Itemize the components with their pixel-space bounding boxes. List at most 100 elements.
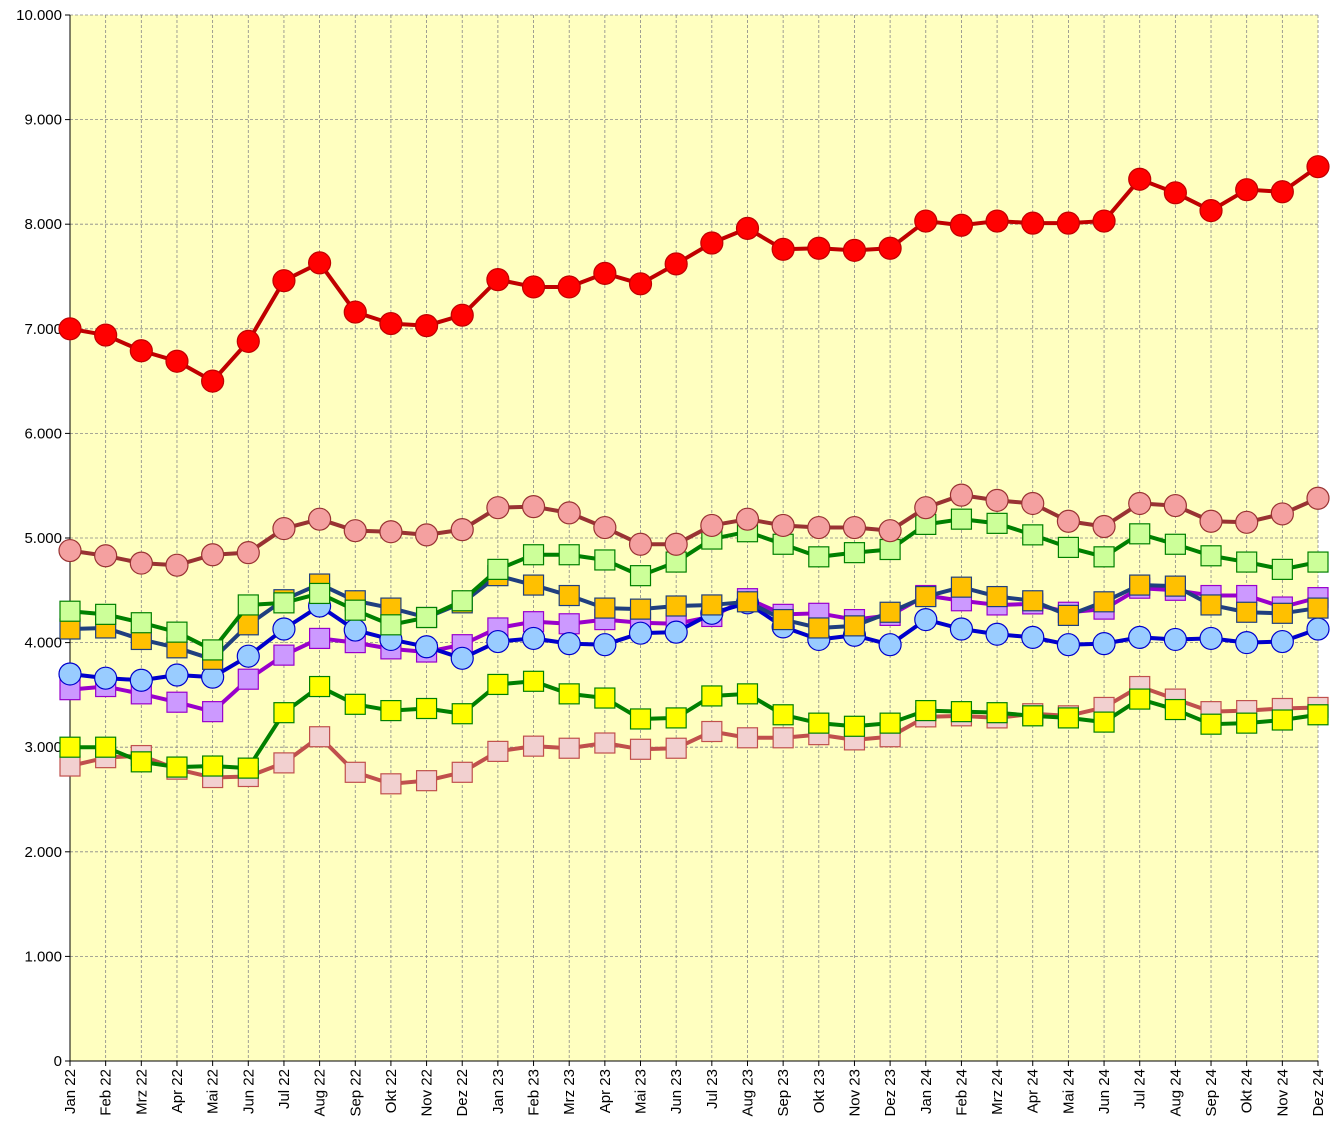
point xyxy=(735,507,760,531)
point xyxy=(94,323,118,347)
point xyxy=(1057,536,1080,559)
point xyxy=(486,496,510,520)
point xyxy=(309,726,331,748)
point xyxy=(59,736,81,758)
x-tick-label: Feb 23 xyxy=(526,1069,543,1116)
point xyxy=(451,590,473,612)
y-tick-label: 6.000 xyxy=(24,425,62,442)
point xyxy=(700,513,724,538)
point xyxy=(237,594,259,616)
point xyxy=(771,237,795,261)
point xyxy=(379,311,403,336)
point xyxy=(344,599,366,621)
point xyxy=(344,761,366,783)
point xyxy=(1164,575,1186,597)
point xyxy=(1270,629,1294,654)
point xyxy=(985,622,1009,646)
point xyxy=(1128,625,1152,649)
point xyxy=(202,755,224,777)
point xyxy=(450,646,474,670)
point xyxy=(1056,211,1081,235)
x-tick-label: Mrz 22 xyxy=(133,1069,150,1115)
point xyxy=(808,617,830,639)
point xyxy=(1129,688,1151,710)
point xyxy=(949,213,974,237)
point xyxy=(629,565,652,587)
x-tick-label: Dez 24 xyxy=(1310,1069,1327,1117)
point xyxy=(1022,590,1044,612)
x-tick-label: Jul 24 xyxy=(1132,1069,1149,1109)
x-tick-label: Sep 22 xyxy=(347,1069,364,1117)
point xyxy=(1271,709,1293,731)
point xyxy=(237,668,259,690)
point xyxy=(878,633,902,657)
point xyxy=(165,349,189,373)
point xyxy=(1199,199,1223,223)
point xyxy=(166,691,188,713)
point xyxy=(1056,509,1081,533)
point xyxy=(129,551,153,575)
point xyxy=(487,740,509,762)
point xyxy=(379,520,403,544)
point xyxy=(843,615,866,637)
point xyxy=(380,699,402,722)
point xyxy=(59,755,81,777)
point xyxy=(522,544,545,566)
point xyxy=(1235,630,1259,655)
x-tick-label: Jun 22 xyxy=(240,1069,257,1114)
point xyxy=(1306,155,1330,179)
point xyxy=(202,639,224,661)
point xyxy=(165,553,189,577)
point xyxy=(807,515,831,540)
point xyxy=(1270,180,1294,204)
point xyxy=(273,702,295,724)
point xyxy=(1092,209,1116,233)
point xyxy=(914,607,938,632)
point xyxy=(486,268,510,292)
point xyxy=(1200,594,1222,616)
point xyxy=(772,608,794,631)
x-tick-label: Sep 23 xyxy=(775,1069,792,1117)
point xyxy=(414,523,439,547)
point xyxy=(1057,707,1080,729)
point xyxy=(1200,545,1222,567)
y-tick-label: 8.000 xyxy=(24,216,62,233)
point xyxy=(166,756,188,778)
point xyxy=(1129,523,1151,545)
point xyxy=(557,632,581,656)
point xyxy=(843,715,866,737)
point xyxy=(522,670,545,692)
point xyxy=(237,757,259,779)
point xyxy=(701,685,723,707)
point xyxy=(95,736,117,758)
point xyxy=(380,773,402,795)
point xyxy=(1271,558,1293,580)
point xyxy=(522,574,545,596)
x-tick-label: Dez 23 xyxy=(882,1069,899,1117)
point xyxy=(1093,546,1115,568)
point xyxy=(879,601,901,623)
point xyxy=(94,666,118,690)
point xyxy=(1236,601,1258,623)
point xyxy=(628,272,653,296)
point xyxy=(343,300,367,324)
point xyxy=(878,236,902,260)
point xyxy=(842,238,867,262)
point xyxy=(343,519,367,543)
x-tick-label: Nov 23 xyxy=(846,1069,863,1117)
point xyxy=(628,532,653,556)
point xyxy=(664,620,688,644)
point xyxy=(1236,551,1258,573)
point xyxy=(949,617,974,641)
point xyxy=(1092,632,1116,656)
point xyxy=(664,532,688,556)
point xyxy=(58,538,82,563)
point xyxy=(558,613,580,635)
x-tick-label: Apr 24 xyxy=(1025,1069,1042,1113)
point xyxy=(1199,509,1223,533)
point xyxy=(807,236,831,260)
point xyxy=(415,697,438,720)
point xyxy=(58,317,82,341)
point xyxy=(415,606,438,629)
point xyxy=(558,737,580,759)
